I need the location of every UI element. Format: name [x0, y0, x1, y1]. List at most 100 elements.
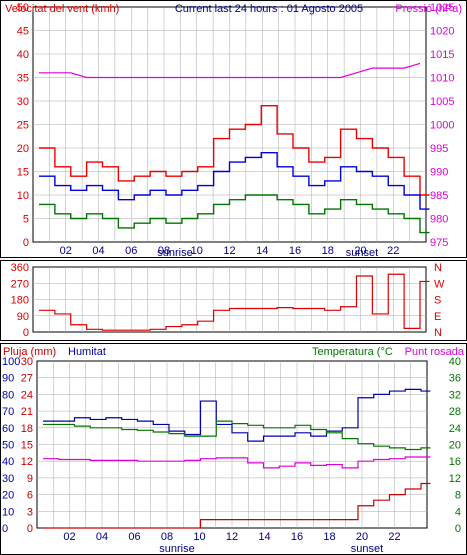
panel-2-ytick-right: N: [434, 262, 442, 274]
panel-1-xtick: 12: [223, 245, 235, 257]
panel-3-ytick-humidity: 60: [2, 423, 14, 435]
panel-1-ytick-left: 35: [17, 73, 29, 85]
panel-1-ytick-right: 1010: [430, 73, 454, 85]
panel-1-ytick-left: 20: [17, 143, 29, 155]
panel-3-ytick-temp: 16: [449, 456, 461, 468]
panel-1-ytick-right: 1025: [430, 2, 454, 14]
panel-3-xtick: 14: [258, 531, 270, 543]
panel-3-series-rain: [43, 482, 431, 529]
panel-3-border: [0, 343, 467, 555]
panel-1-marker-sunset: sunset: [346, 247, 378, 259]
panel-3-marker-sunrise: sunrise: [159, 543, 194, 555]
panel-3-ytick-temp: 40: [449, 356, 461, 368]
panel-1-ytick-right: 985: [430, 190, 448, 202]
panel-1-xtick: 14: [256, 245, 268, 257]
panel-1-ytick-left: 0: [23, 237, 29, 249]
panel-1-series-wind: [39, 152, 430, 210]
panel-3-ytick-temp: 20: [449, 440, 461, 452]
panel-2-ytick-left: 270: [11, 278, 29, 290]
panel-1-xtick: 04: [92, 245, 104, 257]
panel-3-xtick: 02: [63, 531, 75, 543]
panel-2-ytick-right: E: [434, 311, 441, 323]
panel-1-left-axis-label: Velocitat del vent (kmh): [5, 3, 119, 15]
panel-1-ytick-right: 980: [430, 214, 448, 226]
panel-3-ytick-humidity: 50: [2, 440, 14, 452]
panel-3-ytick-rain: 21: [21, 406, 33, 418]
panel-3-ytick-humidity: 40: [2, 456, 14, 468]
panel-3-ytick-temp: 8: [455, 490, 461, 502]
panel-3-ytick-rain: 6: [27, 490, 33, 502]
panel-2-series-direction: [39, 273, 430, 331]
panel-3-ytick-humidity: 20: [2, 490, 14, 502]
panel-1-ytick-right: 995: [430, 143, 448, 155]
panel-3-ytick-temp: 36: [449, 373, 461, 385]
panel-3-ytick-temp: 0: [455, 523, 461, 535]
panel-1-ytick-left: 25: [17, 120, 29, 132]
panel-3-ytick-rain: 9: [27, 473, 33, 485]
panel-3-ytick-humidity: 100: [2, 356, 20, 368]
panel-1-series-pressure: [39, 62, 421, 79]
panel-2-ytick-left: 360: [11, 262, 29, 274]
panel-3-ytick-rain: 30: [21, 356, 33, 368]
panel-3-ytick-rain: 3: [27, 506, 33, 518]
panel-2-ytick-right: W: [434, 278, 445, 290]
panel-3-xtick: 06: [128, 531, 140, 543]
panel-1-xtick: 08: [158, 245, 170, 257]
panel-1-title: Current last 24 hours : 01 Agosto 2005: [175, 3, 363, 15]
panel-1-ytick-left: 10: [17, 190, 29, 202]
panel-1-xtick: 18: [322, 245, 334, 257]
panel-1-xtick: 16: [289, 245, 301, 257]
panel-3-ytick-temp: 12: [449, 473, 461, 485]
panel-1-ytick-right: 1000: [430, 120, 454, 132]
panel-2-border: [0, 260, 467, 341]
panel-1-xtick: 22: [387, 245, 399, 257]
panel-1-xtick: 06: [125, 245, 137, 257]
panel-1-ytick-right: 990: [430, 167, 448, 179]
panel-1-xtick: 10: [191, 245, 203, 257]
panel-3-ytick-temp: 4: [455, 506, 461, 518]
panel-3-ytick-rain: 24: [21, 389, 33, 401]
panel-3-ytick-humidity: 80: [2, 389, 14, 401]
panel-2-ytick-right: S: [434, 295, 441, 307]
panel-2-ytick-left: 90: [17, 311, 29, 323]
panel-1-ytick-left: 45: [17, 26, 29, 38]
panel-1-ytick-right: 1015: [430, 49, 454, 61]
panel-1-marker-sunrise: sunrise: [157, 247, 192, 259]
panel-3-series-dew: [43, 456, 431, 469]
panel-3-series-humidity: [43, 388, 431, 442]
panel-3-marker-sunset: sunset: [351, 543, 383, 555]
panel-3-ytick-temp: 32: [449, 389, 461, 401]
panel-3-xtick: 12: [226, 531, 238, 543]
panel-1-ytick-right: 1005: [430, 96, 454, 108]
panel-1-series-min: [39, 194, 430, 234]
panel-3-ytick-humidity: 70: [2, 406, 14, 418]
panel-3-ytick-humidity: 0: [2, 523, 8, 535]
panel-3-legend-0: Pluja (mm): [3, 346, 56, 358]
panel-1-xtick: 20: [354, 245, 366, 257]
panel-3-legend-2: Temperatura (°C: [312, 346, 393, 358]
panel-3-ytick-temp: 24: [449, 423, 461, 435]
panel-3-xtick: 16: [291, 531, 303, 543]
panel-3-ytick-temp: 28: [449, 406, 461, 418]
panel-3-series-temp: [43, 420, 431, 451]
panel-2-ytick-right: N: [434, 327, 442, 339]
panel-2-ytick-left: 0: [23, 327, 29, 339]
panel-3-ytick-rain: 12: [21, 456, 33, 468]
panel-3-xtick: 10: [193, 531, 205, 543]
panel-3-ytick-humidity: 30: [2, 473, 14, 485]
panel-3-xtick: 04: [96, 531, 108, 543]
panel-3-ytick-rain: 15: [21, 440, 33, 452]
panel-3-legend-3: Punt rosada: [405, 346, 465, 358]
panel-3-ytick-humidity: 10: [2, 506, 14, 518]
panel-3-xtick: 08: [161, 531, 173, 543]
panel-1-ytick-left: 50: [17, 2, 29, 14]
panel-3-xtick: 18: [323, 531, 335, 543]
panel-1-ytick-right: 975: [430, 237, 448, 249]
panel-1-ytick-right: 1020: [430, 26, 454, 38]
panel-3-ytick-rain: 18: [21, 423, 33, 435]
panel-1-right-axis-label: Pressió (hPa): [395, 3, 462, 15]
panel-1-ytick-left: 5: [23, 214, 29, 226]
panel-1-xtick: 02: [60, 245, 72, 257]
